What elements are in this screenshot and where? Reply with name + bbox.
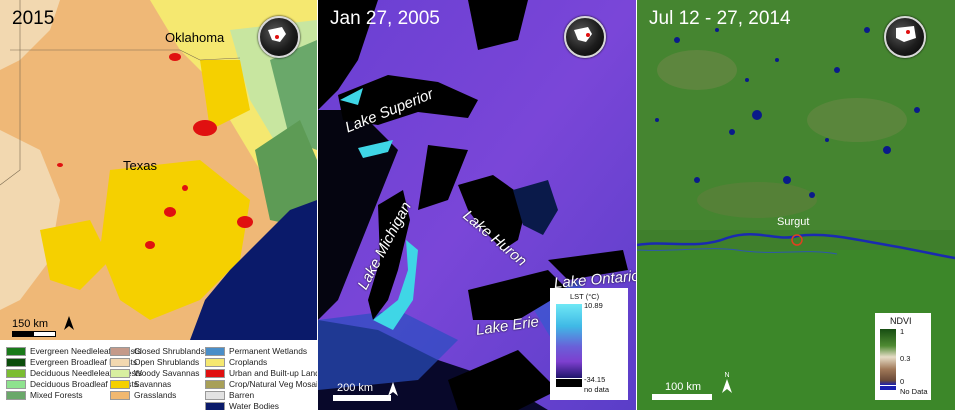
legend-swatch <box>110 357 130 367</box>
legend-item: Open Shrublands <box>110 357 199 367</box>
colorbar-title: NDVI <box>890 316 912 326</box>
legend-item: Savannas <box>110 379 171 389</box>
legend-swatch <box>205 368 225 378</box>
land-cover-legend: Evergreen Needleleaf Forests Evergreen Br… <box>0 340 317 410</box>
colorbar-nodata-swatch <box>556 379 582 387</box>
scale-label: 200 km <box>337 382 374 394</box>
legend-item: Urban and Built-up Lands <box>205 368 317 378</box>
legend-item: Woody Savannas <box>110 368 200 378</box>
legend-swatch <box>110 346 130 356</box>
legend-label: Evergreen Broadleaf Forests <box>30 357 138 367</box>
land-cover-map-panel: 2015 Oklahoma Texas 150 km Evergreen Nee… <box>0 0 317 410</box>
scale-bar-graphic <box>12 331 56 337</box>
legend-swatch <box>6 368 26 378</box>
legend-label: Deciduous Broadleaf Forests <box>30 379 138 389</box>
legend-label: Woody Savannas <box>134 368 200 378</box>
legend-item: Water Bodies <box>205 401 279 410</box>
legend-label: Barren <box>229 390 255 400</box>
legend-item: Deciduous Broadleaf Forests <box>6 379 138 389</box>
ndvi-map-panel: Jul 12 - 27, 2014 Surgut 100 km N NDVI 1… <box>637 0 955 410</box>
scale-bar: 200 km <box>333 382 391 401</box>
ndvi-colorbar: NDVI 1 0.3 0 No Data <box>875 313 931 400</box>
oklahoma-label: Oklahoma <box>165 30 225 45</box>
legend-swatch <box>6 390 26 400</box>
texas-label: Texas <box>123 158 157 173</box>
lst-map <box>318 0 636 410</box>
legend-swatch <box>205 379 225 389</box>
legend-item: Evergreen Needleleaf Forests <box>6 346 141 356</box>
legend-label: Deciduous Needleleaf Forests <box>30 368 143 378</box>
legend-label: Water Bodies <box>229 401 279 410</box>
scale-bar: 150 km <box>12 318 56 337</box>
scale-bar: 100 km <box>652 381 712 400</box>
colorbar-nodata-label: No Data <box>900 387 928 396</box>
legend-swatch <box>110 368 130 378</box>
colorbar-title: LST (°C) <box>570 292 600 301</box>
legend-item: Crop/Natural Veg Mosaics <box>205 379 317 389</box>
scale-bar-graphic <box>333 395 391 401</box>
legend-item: Permanent Wetlands <box>205 346 307 356</box>
globe-locator-icon <box>258 16 300 58</box>
north-arrow-icon <box>388 382 398 399</box>
legend-swatch <box>110 390 130 400</box>
legend-item: Evergreen Broadleaf Forests <box>6 357 137 367</box>
legend-label: Grasslands <box>134 390 177 400</box>
scale-bar-graphic <box>652 394 712 400</box>
north-label: N <box>724 372 730 379</box>
legend-label: Open Shrublands <box>134 357 200 367</box>
legend-label: Closed Shrublands <box>134 346 205 356</box>
legend-label: Croplands <box>229 357 268 367</box>
north-arrow-icon: N <box>722 372 732 396</box>
panel-title: Jul 12 - 27, 2014 <box>649 8 791 29</box>
surgut-label: Surgut <box>777 216 810 228</box>
scale-label: 100 km <box>665 381 702 393</box>
legend-label: Permanent Wetlands <box>229 346 308 356</box>
colorbar-nodata-swatch <box>880 386 896 390</box>
legend-swatch <box>205 390 225 400</box>
panel-title: Jan 27, 2005 <box>330 8 440 29</box>
legend-item: Croplands <box>205 357 267 367</box>
colorbar-value-max: 1 <box>900 327 905 336</box>
land-cover-map <box>0 0 317 340</box>
city-marker-icon <box>791 234 803 246</box>
legend-item: Deciduous Needleleaf Forests <box>6 368 142 378</box>
colorbar-nodata-label: no data <box>584 385 610 394</box>
lst-colorbar: LST (°C) 10.89 -34.15 no data <box>550 288 628 400</box>
panel-title: 2015 <box>12 8 55 29</box>
legend-item: Closed Shrublands <box>110 346 205 356</box>
legend-swatch <box>110 379 130 389</box>
legend-label: Urban and Built-up Lands <box>229 368 317 378</box>
colorbar-gradient <box>556 304 582 378</box>
legend-label: Crop/Natural Veg Mosaics <box>229 379 317 389</box>
colorbar-value-mid: 0.3 <box>900 354 911 363</box>
legend-item: Barren <box>205 390 254 400</box>
north-arrow-icon <box>64 316 74 333</box>
legend-label: Evergreen Needleleaf Forests <box>30 346 142 356</box>
colorbar-value-min: 0 <box>900 377 905 386</box>
legend-label: Mixed Forests <box>30 390 83 400</box>
colorbar-gradient <box>880 329 896 385</box>
legend-item: Grasslands <box>110 390 176 400</box>
colorbar-max: 10.89 <box>584 301 603 310</box>
legend-swatch <box>6 346 26 356</box>
scale-label: 150 km <box>12 318 49 330</box>
colorbar-min: -34.15 <box>584 375 606 384</box>
legend-swatch <box>6 357 26 367</box>
lst-map-panel: Jan 27, 2005 Lake Superior Lake Michigan… <box>318 0 636 410</box>
legend-swatch <box>205 401 225 410</box>
legend-item: Mixed Forests <box>6 390 83 400</box>
globe-locator-icon <box>884 16 926 58</box>
legend-swatch <box>205 357 225 367</box>
globe-locator-icon <box>564 16 606 58</box>
legend-label: Savannas <box>134 379 172 389</box>
legend-swatch <box>6 379 26 389</box>
legend-swatch <box>205 346 225 356</box>
